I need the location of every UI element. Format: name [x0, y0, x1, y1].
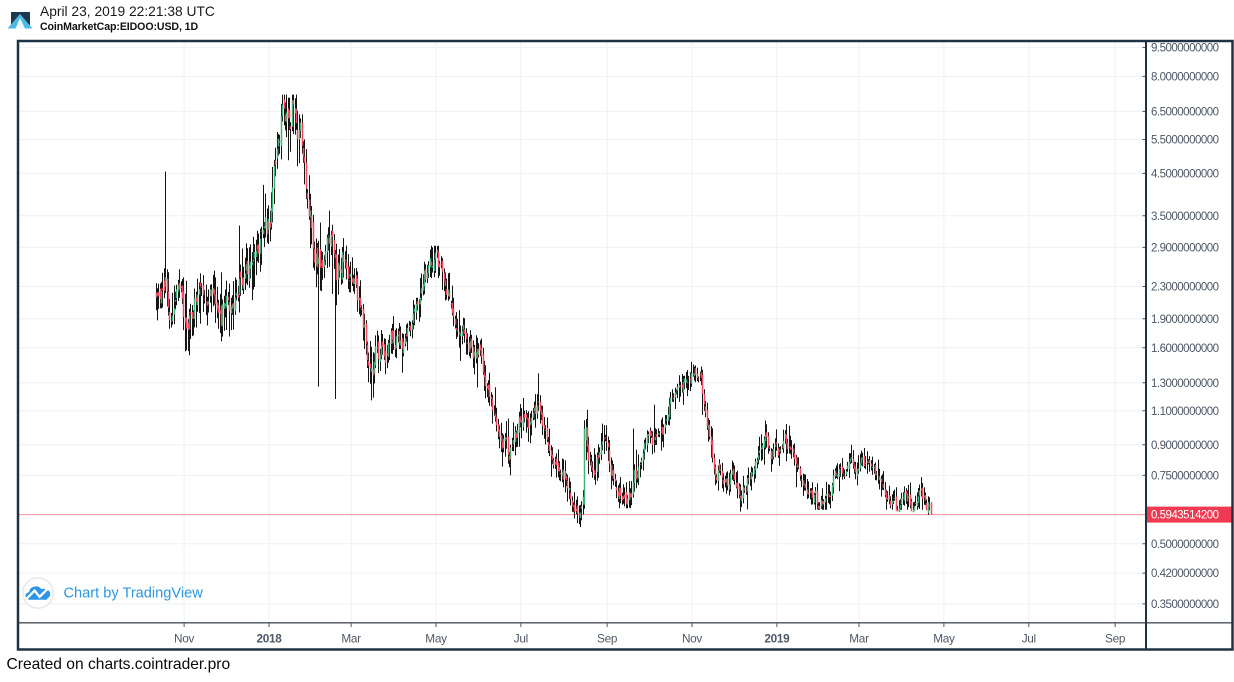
svg-text:Nov: Nov: [174, 632, 194, 646]
svg-text:8.0000000000: 8.0000000000: [1151, 72, 1219, 84]
svg-text:Mar: Mar: [341, 632, 361, 646]
svg-text:1.3000000000: 1.3000000000: [1151, 378, 1219, 390]
svg-text:0.5000000000: 0.5000000000: [1151, 539, 1219, 551]
svg-text:May: May: [933, 632, 955, 646]
svg-text:0.5943514200: 0.5943514200: [1151, 510, 1219, 522]
svg-text:0.4200000000: 0.4200000000: [1151, 568, 1219, 580]
svg-text:Nov: Nov: [682, 632, 702, 646]
svg-text:1.1000000000: 1.1000000000: [1151, 406, 1219, 418]
svg-text:0.3500000000: 0.3500000000: [1151, 599, 1219, 611]
svg-text:Jul: Jul: [514, 632, 528, 646]
svg-text:Jul: Jul: [1022, 632, 1036, 646]
svg-text:2018: 2018: [256, 632, 282, 646]
svg-text:1.6000000000: 1.6000000000: [1151, 343, 1219, 355]
svg-text:3.5000000000: 3.5000000000: [1151, 211, 1219, 223]
svg-text:0.7500000000: 0.7500000000: [1151, 471, 1219, 483]
svg-text:Sep: Sep: [1105, 632, 1126, 646]
svg-text:2.3000000000: 2.3000000000: [1151, 282, 1219, 294]
svg-text:1.9000000000: 1.9000000000: [1151, 314, 1219, 326]
svg-text:4.5000000000: 4.5000000000: [1151, 169, 1219, 181]
svg-text:5.5000000000: 5.5000000000: [1151, 135, 1219, 147]
svg-text:May: May: [425, 632, 447, 646]
svg-text:2.9000000000: 2.9000000000: [1151, 243, 1219, 255]
svg-text:2019: 2019: [764, 632, 790, 646]
svg-text:Chart by TradingView: Chart by TradingView: [64, 586, 204, 602]
svg-text:0.9000000000: 0.9000000000: [1151, 440, 1219, 452]
svg-text:9.5000000000: 9.5000000000: [1151, 43, 1219, 55]
svg-text:Mar: Mar: [849, 632, 869, 646]
svg-text:Sep: Sep: [597, 632, 618, 646]
svg-text:6.5000000000: 6.5000000000: [1151, 107, 1219, 119]
